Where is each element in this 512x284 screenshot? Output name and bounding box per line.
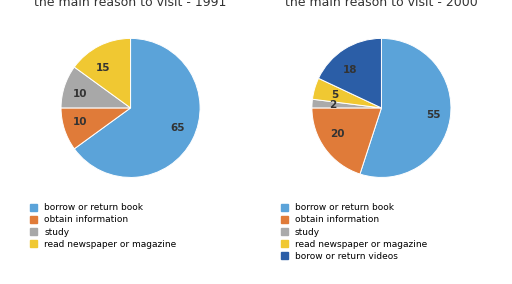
Text: 2: 2 [329,100,336,110]
Wedge shape [312,99,381,108]
Wedge shape [318,38,381,108]
Wedge shape [360,38,451,178]
Wedge shape [312,108,381,174]
Wedge shape [61,108,131,149]
Wedge shape [74,38,200,178]
Text: 15: 15 [96,63,110,73]
Text: 10: 10 [73,117,88,127]
Legend: borrow or return book, obtain information, study, read newspaper or magazine, bo: borrow or return book, obtain informatio… [281,203,428,261]
Wedge shape [312,78,381,108]
Text: 10: 10 [73,89,88,99]
Text: 18: 18 [343,65,357,75]
Title: the main reason to visit - 2000: the main reason to visit - 2000 [285,0,478,9]
Text: 65: 65 [171,124,185,133]
Text: 20: 20 [330,130,345,139]
Wedge shape [74,38,131,108]
Wedge shape [61,67,131,108]
Title: the main reason to visit - 1991: the main reason to visit - 1991 [34,0,227,9]
Text: 5: 5 [331,90,338,100]
Legend: borrow or return book, obtain information, study, read newspaper or magazine: borrow or return book, obtain informatio… [30,203,177,249]
Text: 55: 55 [426,110,440,120]
